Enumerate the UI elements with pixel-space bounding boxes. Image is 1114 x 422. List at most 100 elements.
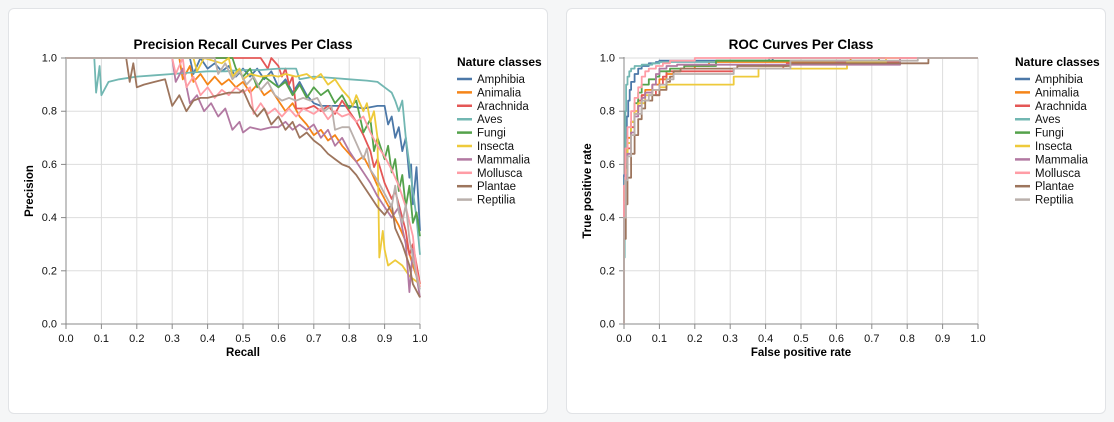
x-axis: 0.0 0.1 0.2 0.3 0.4 0.5 0.6 0.7 0.8 0.9 1.0 xyxy=(58,324,428,345)
series-lines xyxy=(66,57,421,298)
x-tick-label: 0.2 xyxy=(687,333,702,345)
y-tick-label: 0.8 xyxy=(600,106,615,118)
y-tick-label: 1.0 xyxy=(42,53,57,65)
x-tick-label: 0.7 xyxy=(864,333,879,345)
roc-chart-card: 0.0 0.1 0.2 0.3 0.4 0.5 0.6 0.7 0.8 0.9 1.0 0.0 0.2 0… xyxy=(566,8,1106,414)
pr-chart-card: 0.0 0.1 0.2 0.3 0.4 0.5 0.6 0.7 0.8 0.9 1.0 0.0 0.2 0… xyxy=(8,8,548,414)
x-tick-label: 1.0 xyxy=(412,333,427,345)
series-line-aves xyxy=(66,57,421,255)
legend-item-plantae: Plantae xyxy=(457,181,516,193)
series-line-reptilia xyxy=(623,57,978,324)
legend-label: Fungi xyxy=(477,128,506,140)
x-axis: 0.0 0.1 0.2 0.3 0.4 0.5 0.6 0.7 0.8 0.9 1.0 xyxy=(616,324,986,345)
y-tick-label: 1.0 xyxy=(600,53,615,65)
legend-item-fungi: Fungi xyxy=(1015,128,1064,140)
legend-item-amphibia: Amphibia xyxy=(1015,74,1084,86)
legend-item-mollusca: Mollusca xyxy=(1015,168,1081,180)
x-tick-label: 0.1 xyxy=(94,333,109,345)
legend-label: Insecta xyxy=(1035,141,1073,153)
legend-label: Reptilia xyxy=(1035,195,1074,207)
x-tick-label: 0.5 xyxy=(793,333,808,345)
legend-label: Amphibia xyxy=(477,74,526,86)
legend-label: Plantae xyxy=(477,181,516,193)
series-line-mollusca xyxy=(623,57,978,324)
series-lines xyxy=(623,57,978,324)
x-tick-label: 0.8 xyxy=(900,333,915,345)
legend-item-aves: Aves xyxy=(1015,114,1061,126)
series-line-plantae xyxy=(66,57,421,298)
legend-label: Mollusca xyxy=(1035,168,1081,180)
legend-label: Plantae xyxy=(1035,181,1074,193)
legend-item-fungi: Fungi xyxy=(457,128,506,140)
legend-label: Amphibia xyxy=(1035,74,1084,86)
legend-item-amphibia: Amphibia xyxy=(457,74,526,86)
legend-item-mollusca: Mollusca xyxy=(457,168,523,180)
roc-chart-title: ROC Curves Per Class xyxy=(729,37,874,52)
legend-label: Arachnida xyxy=(477,101,529,113)
legend-label: Reptilia xyxy=(477,195,516,207)
pr-legend-title: Nature classes xyxy=(457,55,542,69)
roc-y-axis-title: True positive rate xyxy=(582,143,594,238)
y-tick-label: 0.0 xyxy=(600,319,615,331)
legend-label: Mollusca xyxy=(477,168,523,180)
y-tick-label: 0.2 xyxy=(600,265,615,277)
x-tick-label: 0.6 xyxy=(271,333,286,345)
pr-x-axis-title: Recall xyxy=(226,347,260,359)
x-tick-label: 0.5 xyxy=(235,333,250,345)
x-tick-label: 0.8 xyxy=(342,333,357,345)
series-line-mammalia xyxy=(623,57,978,324)
y-axis: 0.0 0.2 0.4 0.6 0.8 1.0 xyxy=(42,53,66,331)
legend-item-aves: Aves xyxy=(457,114,503,126)
y-tick-label: 0.2 xyxy=(42,265,57,277)
legend-item-mammalia: Mammalia xyxy=(1015,154,1089,166)
y-tick-label: 0.0 xyxy=(42,319,57,331)
gridlines xyxy=(623,57,979,325)
pr-chart: 0.0 0.1 0.2 0.3 0.4 0.5 0.6 0.7 0.8 0.9 1.00.00.20… xyxy=(24,37,542,359)
legend-label: Aves xyxy=(477,114,503,126)
legend-label: Insecta xyxy=(477,141,515,153)
pr-y-axis-title: Precision xyxy=(24,165,36,217)
y-tick-label: 0.6 xyxy=(42,159,57,171)
legend-label: Animalia xyxy=(1035,87,1080,99)
legend-item-arachnida: Arachnida xyxy=(457,101,529,113)
x-tick-label: 0.2 xyxy=(129,333,144,345)
legend-item-reptilia: Reptilia xyxy=(457,195,516,207)
pr-chart-title: Precision Recall Curves Per Class xyxy=(133,37,352,52)
x-tick-label: 0.0 xyxy=(616,333,631,345)
x-tick-label: 0.1 xyxy=(652,333,667,345)
y-axis: 0.0 0.2 0.4 0.6 0.8 1.0 xyxy=(600,53,624,331)
legend-item-animalia: Animalia xyxy=(1015,87,1080,99)
y-tick-label: 0.4 xyxy=(42,212,57,224)
roc-legend-title: Nature classes xyxy=(1015,55,1100,69)
roc-chart: 0.0 0.1 0.2 0.3 0.4 0.5 0.6 0.7 0.8 0.9 1.00.00.20… xyxy=(582,37,1100,359)
x-tick-label: 1.0 xyxy=(970,333,985,345)
x-tick-label: 0.9 xyxy=(935,333,950,345)
series-line-plantae xyxy=(623,57,978,324)
y-tick-label: 0.6 xyxy=(600,159,615,171)
legend-label: Fungi xyxy=(1035,128,1064,140)
y-tick-label: 0.8 xyxy=(42,106,57,118)
legend-label: Aves xyxy=(1035,114,1061,126)
series-line-mammalia xyxy=(66,57,421,298)
legend-label: Arachnida xyxy=(1035,101,1087,113)
legend-item-reptilia: Reptilia xyxy=(1015,195,1074,207)
legend-item-mammalia: Mammalia xyxy=(457,154,531,166)
legend-label: Animalia xyxy=(477,87,522,99)
x-tick-label: 0.4 xyxy=(758,333,773,345)
legend-item-animalia: Animalia xyxy=(457,87,522,99)
legend-label: Mammalia xyxy=(1035,154,1089,166)
legend-item-plantae: Plantae xyxy=(1015,181,1074,193)
x-tick-label: 0.0 xyxy=(58,333,73,345)
y-tick-label: 0.4 xyxy=(600,212,615,224)
series-line-mollusca xyxy=(66,57,421,287)
x-tick-label: 0.6 xyxy=(829,333,844,345)
x-tick-label: 0.7 xyxy=(306,333,321,345)
legend-item-insecta: Insecta xyxy=(1015,141,1073,153)
roc-x-axis-title: False positive rate xyxy=(751,347,851,359)
x-tick-label: 0.3 xyxy=(723,333,738,345)
series-line-insecta xyxy=(66,57,421,285)
x-tick-label: 0.3 xyxy=(165,333,180,345)
